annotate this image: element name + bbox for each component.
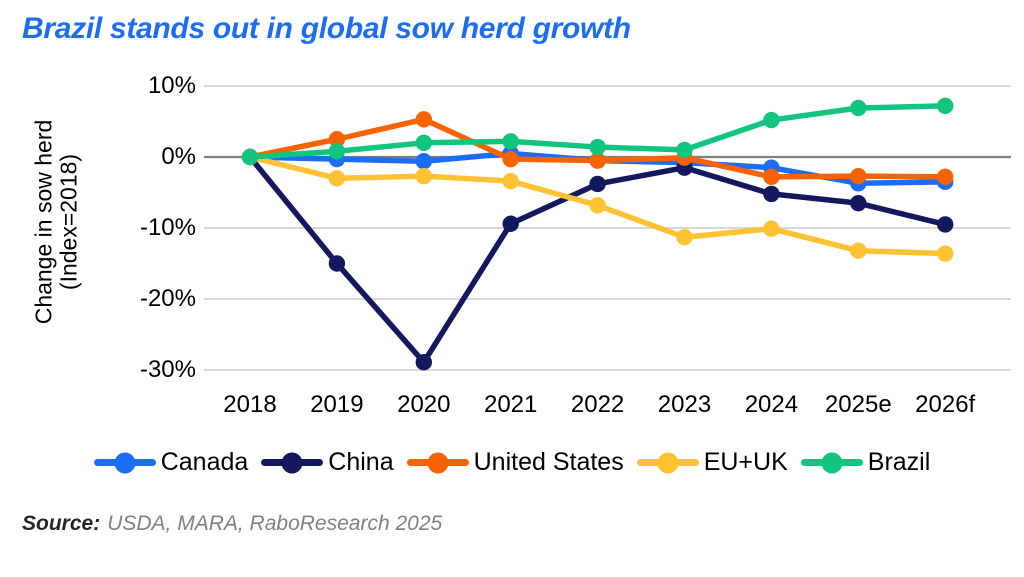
data-point-China — [937, 216, 954, 233]
source-line: Source: USDA, MARA, RaboResearch 2025 — [22, 512, 442, 536]
data-point-United States — [937, 168, 954, 186]
legend-dot-icon — [114, 452, 136, 473]
data-point-Canada — [328, 150, 346, 168]
legend-item-china: China — [261, 448, 394, 477]
data-point-Canada — [850, 175, 867, 192]
x-tick-label: 2018 — [223, 391, 277, 418]
data-point-Brazil — [763, 111, 780, 129]
data-point-United States — [850, 167, 867, 185]
data-point-United States — [676, 149, 693, 166]
legend-marker-icon — [636, 452, 699, 473]
y-tick-label: 0% — [161, 143, 196, 170]
x-tick-label: 2024 — [744, 391, 799, 418]
legend-label: United States — [473, 448, 624, 476]
y-axis-label: Change in sow herd (Index=2018) — [30, 62, 83, 382]
source-label: Source: — [22, 512, 101, 535]
legend-marker-icon — [800, 452, 863, 473]
legend-dot-icon — [657, 452, 679, 473]
y-tick-label: 10% — [147, 72, 196, 99]
y-tick-label: -10% — [139, 214, 196, 241]
legend-item-united-states: United States — [406, 448, 624, 477]
data-point-Brazil — [241, 148, 259, 166]
data-point-China — [502, 215, 519, 232]
data-point-Brazil — [502, 133, 519, 150]
legend-label: Canada — [160, 448, 249, 476]
y-tick-label: -20% — [139, 285, 196, 312]
data-point-China — [676, 159, 693, 176]
legend-dot-icon — [427, 452, 449, 473]
data-point-EU+UK — [763, 220, 780, 237]
data-point-United States — [763, 168, 780, 186]
data-point-China — [850, 194, 867, 212]
x-tick-label: 2025e — [824, 391, 892, 418]
data-point-EU+UK — [328, 170, 346, 187]
x-tick-label: 2020 — [397, 391, 451, 418]
data-point-China — [241, 148, 259, 166]
legend-dot-icon — [281, 452, 303, 473]
series-line-Canada — [247, 150, 948, 187]
chart-legend: Canada China United States EU+UK Brazil — [0, 448, 1024, 477]
legend-dot-icon — [821, 452, 843, 473]
legend-item-brazil: Brazil — [800, 448, 931, 477]
data-point-Canada — [937, 173, 954, 191]
source-text: USDA, MARA, RaboResearch 2025 — [107, 512, 443, 535]
x-tick-label: 2023 — [657, 391, 712, 418]
legend-item-canada: Canada — [93, 448, 249, 477]
data-point-Canada — [502, 145, 519, 162]
data-point-China — [589, 175, 606, 193]
data-point-Canada — [676, 154, 693, 171]
legend-marker-icon — [93, 452, 156, 473]
data-point-EU+UK — [937, 245, 954, 262]
data-point-Brazil — [415, 134, 432, 151]
y-tick-label: -30% — [139, 356, 196, 383]
data-point-Brazil — [328, 143, 346, 160]
data-point-EU+UK — [415, 167, 432, 185]
data-point-United States — [415, 111, 432, 128]
data-point-EU+UK — [850, 242, 867, 259]
series-line-EU+UK — [247, 154, 948, 257]
data-point-EU+UK — [241, 148, 259, 166]
data-point-Brazil — [850, 99, 867, 117]
data-point-Canada — [415, 153, 432, 170]
data-point-Canada — [241, 148, 259, 166]
data-point-EU+UK — [502, 172, 519, 190]
data-point-United States — [328, 131, 346, 148]
x-tick-label: 2026f — [915, 391, 976, 418]
data-point-Canada — [763, 159, 780, 176]
y-axis-label-line1: Change in sow herd — [30, 119, 57, 325]
data-point-Brazil — [676, 141, 693, 159]
legend-label: EU+UK — [703, 448, 788, 476]
data-point-Brazil — [589, 138, 606, 156]
data-point-China — [328, 255, 346, 272]
legend-marker-icon — [406, 452, 469, 473]
x-tick-label: 2022 — [570, 391, 625, 418]
data-point-Brazil — [937, 97, 954, 115]
legend-label: China — [328, 448, 394, 476]
legend-label: Brazil — [867, 448, 931, 476]
data-point-China — [415, 353, 432, 371]
data-point-China — [763, 185, 780, 203]
x-tick-label: 2021 — [483, 391, 538, 418]
series-line-United States — [247, 116, 948, 180]
legend-item-eu-uk: EU+UK — [636, 448, 788, 477]
series-line-China — [247, 154, 948, 365]
data-point-United States — [589, 152, 606, 169]
data-point-Canada — [589, 152, 606, 169]
series-line-Brazil — [247, 103, 948, 160]
data-point-EU+UK — [589, 197, 606, 214]
x-tick-label: 2019 — [310, 391, 364, 418]
data-point-EU+UK — [676, 229, 693, 246]
legend-marker-icon — [261, 452, 324, 473]
data-point-United States — [241, 148, 259, 166]
chart-title: Brazil stands out in global sow herd gro… — [22, 12, 631, 45]
data-point-United States — [502, 150, 519, 168]
